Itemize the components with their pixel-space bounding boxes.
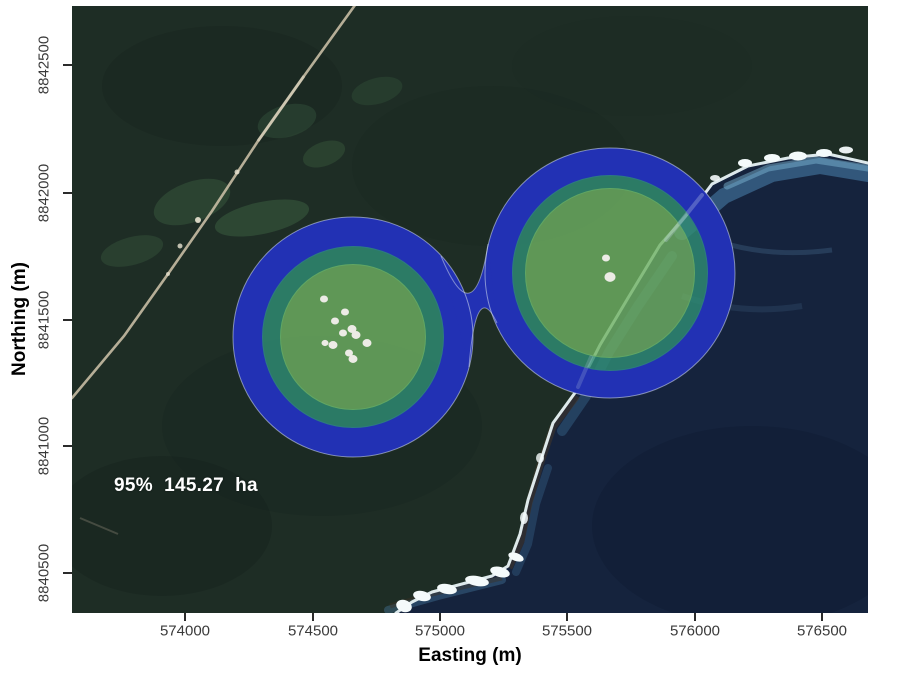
gps-point: [347, 325, 357, 333]
y-tick-mark: [63, 64, 72, 66]
y-tick-mark: [63, 319, 72, 321]
shoreline: [389, 146, 868, 613]
home-range-annotation: 95% 145.27 ha: [114, 475, 258, 496]
x-tick-label: 575500: [541, 622, 593, 640]
road: [72, 6, 357, 535]
x-tick-label: 575000: [414, 622, 466, 640]
x-tick-mark: [566, 613, 568, 621]
x-tick-label: 574500: [287, 622, 339, 640]
home-range-overlay: [232, 147, 736, 458]
isopleth-band-outer: [485, 148, 735, 398]
x-tick-mark: [312, 613, 314, 621]
gps-point: [362, 339, 372, 347]
isopleth-outline: [468, 307, 498, 368]
gps-point: [602, 254, 610, 262]
isopleth-outline: [440, 243, 489, 294]
y-tick-mark: [63, 192, 72, 194]
satellite-map: 95% 145.27 ha: [72, 6, 868, 613]
x-tick-mark: [694, 613, 696, 621]
gps-point: [328, 341, 338, 349]
isopleth-band-mid: [262, 246, 444, 428]
gps-point: [348, 355, 358, 363]
isopleth-band-mid: [512, 175, 708, 371]
isopleth-outline: [232, 216, 474, 458]
isopleth-band-outer: [233, 217, 473, 457]
x-tick-label: 576000: [669, 622, 721, 640]
x-tick-mark: [184, 613, 186, 621]
gps-point: [345, 349, 353, 357]
gps-point: [604, 272, 616, 282]
gps-point: [351, 331, 361, 339]
gps-point: [339, 329, 347, 337]
surf-glints-over-overlay: [576, 193, 704, 389]
gps-point: [331, 317, 339, 325]
x-tick-label: 576500: [796, 622, 848, 640]
y-tick-label: 8841500: [35, 290, 53, 350]
x-axis-title: Easting (m): [418, 645, 522, 666]
x-tick-mark: [821, 613, 823, 621]
gps-point: [320, 295, 328, 303]
gps-point: [341, 308, 349, 316]
gps-point: [321, 339, 329, 347]
basemap-layer: [72, 6, 868, 613]
isopleth-outline: [484, 147, 736, 399]
y-axis-title: Northing (m): [9, 262, 30, 376]
x-tick-mark: [439, 613, 441, 621]
y-tick-mark: [63, 572, 72, 574]
y-tick-mark: [63, 445, 72, 447]
x-tick-label: 574000: [159, 622, 211, 640]
y-tick-label: 8840500: [35, 543, 53, 603]
y-tick-label: 8841000: [35, 416, 53, 476]
y-tick-label: 8842500: [35, 35, 53, 95]
y-tick-label: 8842000: [35, 163, 53, 223]
